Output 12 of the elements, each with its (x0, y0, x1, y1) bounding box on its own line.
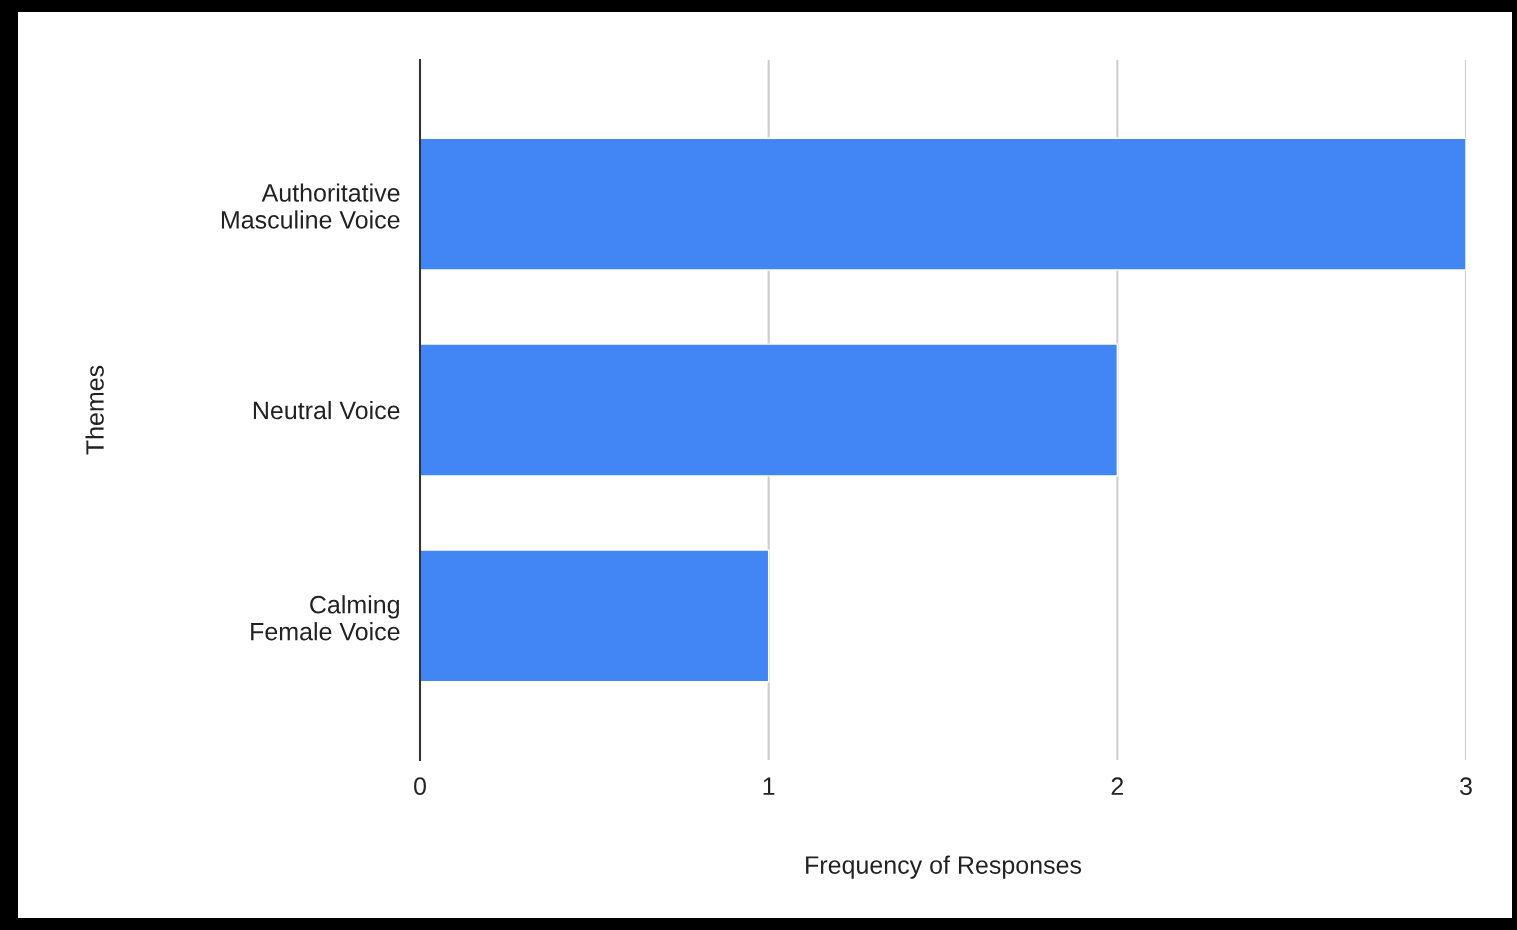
y-axis-title: Themes (85, 365, 104, 455)
x-tick-label: 1 (763, 777, 775, 795)
x-tick-label: 3 (1460, 777, 1472, 796)
y-tick-label: Calming Female Voice (251, 595, 400, 641)
x-axis-title: Frequency of Responses (806, 855, 1082, 879)
x-tick-label: 2 (1111, 777, 1124, 795)
y-tick-label: Neutral Voice (253, 400, 400, 420)
x-tick-label: 0 (414, 777, 426, 796)
bar (420, 137, 1466, 271)
bar (420, 549, 770, 683)
y-tick-label: Authoritative Masculine Voice (221, 183, 400, 229)
bar (420, 343, 1119, 477)
